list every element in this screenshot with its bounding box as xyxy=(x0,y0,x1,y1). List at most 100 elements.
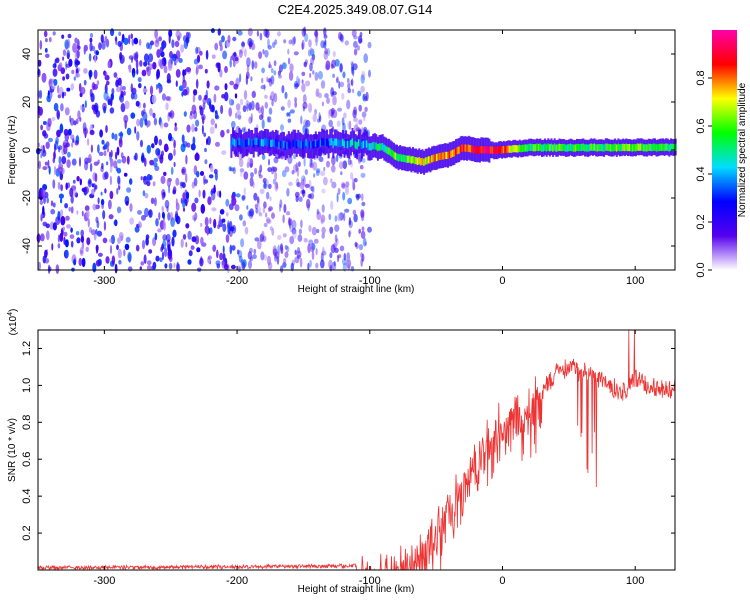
spectrogram-noise-cell xyxy=(136,131,140,141)
spectrogram-noise-cell xyxy=(57,84,60,94)
spectrogram-noise-cell xyxy=(162,220,167,231)
spectrogram-signal-core xyxy=(466,144,469,153)
spectrogram-signal-core xyxy=(345,139,348,147)
spectrogram-noise-cell xyxy=(181,134,185,143)
spectrogram-noise-cell xyxy=(70,134,75,140)
spectrogram-noise-cell xyxy=(83,79,87,86)
spectrogram-noise-cell xyxy=(220,104,224,115)
spectrogram-noise-cell xyxy=(260,251,265,261)
spectrogram-noise-cell xyxy=(191,104,197,115)
spectrogram-noise-cell xyxy=(179,32,182,39)
snr-panel: -300 -200 -100 0 100 0.2 0.4 0.6 0.8 1.0 1.2 Heig… xyxy=(7,309,676,595)
spectrogram-noise-cell xyxy=(353,106,357,115)
spectrogram-noise-cell xyxy=(357,155,362,164)
spectrogram-signal-core xyxy=(275,139,277,147)
spectrogram-noise-cell xyxy=(218,214,221,224)
spectrogram-noise-cell xyxy=(52,31,56,36)
spectrogram-signal-core xyxy=(431,155,434,163)
snr-series-line xyxy=(37,329,676,572)
spectrogram-noise-cell xyxy=(332,95,337,106)
spectrogram-noise-cell xyxy=(229,58,232,68)
spectrogram-noise-cell xyxy=(344,40,349,46)
spectrogram-noise-cell xyxy=(178,58,183,63)
spectrogram-noise-cell xyxy=(88,226,93,233)
spectrogram-noise-cell xyxy=(307,262,310,271)
spectrogram-noise-cell xyxy=(240,238,245,248)
spectrogram-noise-cell xyxy=(287,48,290,55)
spectrogram-noise-cell xyxy=(142,111,148,122)
spectrogram-noise-cell xyxy=(256,30,259,37)
spectrogram-y-tick-label: -40 xyxy=(21,238,33,254)
spectrogram-noise-cell xyxy=(89,71,92,80)
spectrogram-noise-cell xyxy=(76,118,79,125)
spectrogram-noise-cell xyxy=(72,42,78,53)
spectrogram-noise-cell xyxy=(255,102,260,111)
spectrogram-noise-cell xyxy=(58,193,64,199)
spectrogram-x-tick-label: 0 xyxy=(499,275,505,287)
spectrogram-signal-core xyxy=(303,141,306,149)
spectrogram-noise-cell xyxy=(301,83,306,93)
spectrogram-noise-cell xyxy=(352,209,357,215)
spectrogram-noise-cell xyxy=(134,53,139,62)
spectrogram-signal-core xyxy=(536,143,539,151)
spectrogram-noise-cell xyxy=(39,40,43,50)
spectrogram-noise-cell xyxy=(50,208,56,215)
spectrogram-noise-cell xyxy=(259,114,264,121)
spectrogram-noise-cell xyxy=(298,161,301,168)
spectrogram-noise-cell xyxy=(328,259,333,270)
spectrogram-noise-cell xyxy=(70,83,75,91)
spectrogram-noise-cell xyxy=(327,109,331,120)
spectrogram-noise-cell xyxy=(294,97,297,103)
spectrogram-noise-cell xyxy=(330,244,336,254)
spectrogram-signal-core xyxy=(249,138,252,146)
spectrogram-noise-cell xyxy=(148,53,154,63)
spectrogram-noise-cell xyxy=(300,219,303,229)
spectrogram-noise-cell xyxy=(315,170,320,176)
spectrogram-noise-cell xyxy=(113,72,118,78)
spectrogram-noise-cell xyxy=(310,159,313,165)
spectrogram-signal-core xyxy=(550,143,553,151)
colorbar-label: Normalized spectral amplitude xyxy=(737,82,748,217)
spectrogram-noise-cell xyxy=(239,214,243,221)
spectrogram-noise-cell xyxy=(182,89,188,96)
spectrogram-noise-cell xyxy=(181,91,184,97)
spectrogram-noise-cell xyxy=(127,266,133,272)
spectrogram-noise-cell xyxy=(42,166,48,171)
spectrogram-noise-cell xyxy=(309,259,312,268)
spectrogram-noise-cell xyxy=(221,35,225,43)
spectrogram-noise-cell xyxy=(327,48,331,56)
spectrogram-noise-cell xyxy=(79,104,83,111)
spectrogram-signal-core xyxy=(658,143,661,151)
spectrogram-noise-cell xyxy=(205,49,209,60)
spectrogram-noise-cell xyxy=(320,259,325,269)
spectrogram-noise-cell xyxy=(96,220,100,229)
spectrogram-noise-cell xyxy=(150,197,155,204)
spectrogram-noise-cell xyxy=(277,235,282,240)
spectrogram-signal-core xyxy=(281,140,284,148)
spectrogram-noise-cell xyxy=(337,254,342,259)
spectrogram-noise-cell xyxy=(153,197,157,207)
spectrogram-noise-cell xyxy=(79,157,81,167)
spectrogram-signal-core xyxy=(413,156,416,165)
spectrogram-noise-cell xyxy=(69,187,74,198)
spectrogram-noise-cell xyxy=(62,56,65,61)
spectrogram-signal-core xyxy=(673,143,676,152)
spectrogram-noise-cell xyxy=(337,255,340,263)
spectrogram-noise-cell xyxy=(117,40,122,47)
spectrogram-signal-core xyxy=(236,140,239,148)
spectrogram-noise-cell xyxy=(160,120,164,129)
spectrogram-noise-cell xyxy=(348,217,352,226)
spectrogram-noise-cell xyxy=(105,161,109,166)
spectrogram-noise-cell xyxy=(245,75,249,85)
spectrogram-noise-cell xyxy=(248,260,252,270)
spectrogram-noise-cell xyxy=(223,264,229,270)
spectrogram-noise-cell xyxy=(171,39,175,49)
spectrogram-noise-cell xyxy=(229,80,235,86)
spectrogram-noise-cell xyxy=(269,196,272,202)
spectrogram-signal-core xyxy=(599,144,602,152)
spectrogram-noise-cell xyxy=(115,79,119,88)
spectrogram-noise-cell xyxy=(351,78,354,87)
spectrogram-noise-cell xyxy=(163,65,168,74)
spectrogram-noise-cell xyxy=(127,251,132,262)
spectrogram-noise-cell xyxy=(298,78,301,86)
